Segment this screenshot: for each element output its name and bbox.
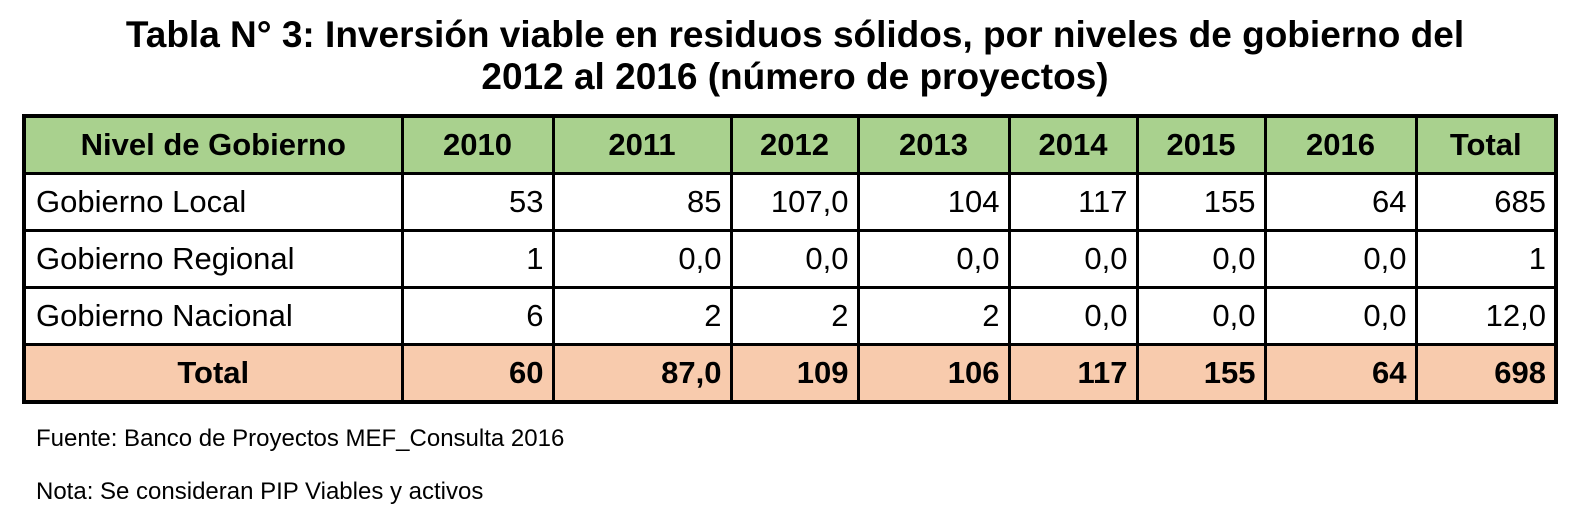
- header-2014: 2014: [1007, 114, 1139, 175]
- table-cell: 53: [400, 172, 555, 232]
- header-2015: 2015: [1135, 114, 1267, 175]
- table-cell: 117: [1007, 172, 1139, 232]
- table-cell: 2: [729, 286, 860, 346]
- header-2013: 2013: [856, 114, 1011, 175]
- header-2011: 2011: [551, 114, 733, 175]
- table-cell: 0,0: [1007, 286, 1139, 346]
- total-label: Total: [22, 343, 404, 404]
- table-cell: 6: [400, 286, 555, 346]
- table-cell: 0,0: [729, 229, 860, 289]
- total-cell: 64: [1263, 343, 1418, 404]
- table-cell: 85: [551, 172, 733, 232]
- table-cell: 12,0: [1414, 286, 1558, 346]
- table-title-line-2: 2012 al 2016 (número de proyectos): [481, 56, 1109, 97]
- row-label: Gobierno Nacional: [22, 286, 404, 346]
- header-2010: 2010: [400, 114, 555, 175]
- table-cell: 1: [400, 229, 555, 289]
- header-2012: 2012: [729, 114, 860, 175]
- table-cell: 2: [856, 286, 1011, 346]
- table-row: Gobierno Nacional 6 2 2 2 0,0 0,0 0,0 12…: [22, 286, 1558, 346]
- table-cell: 0,0: [1135, 286, 1267, 346]
- total-cell: 87,0: [551, 343, 733, 404]
- table-row: Gobierno Local 53 85 107,0 104 117 155 6…: [22, 172, 1558, 232]
- table-cell: 0,0: [1263, 229, 1418, 289]
- total-cell: 698: [1414, 343, 1558, 404]
- total-cell: 106: [856, 343, 1011, 404]
- table-row: Gobierno Regional 1 0,0 0,0 0,0 0,0 0,0 …: [22, 229, 1558, 289]
- header-nivel-de-gobierno: Nivel de Gobierno: [22, 114, 404, 175]
- row-label: Gobierno Regional: [22, 229, 404, 289]
- table-cell: 0,0: [1135, 229, 1267, 289]
- table-title: Tabla N° 3: Inversión viable en residuos…: [0, 14, 1590, 98]
- table-cell: 2: [551, 286, 733, 346]
- note-footnote: Nota: Se consideran PIP Viables y activo…: [36, 478, 484, 505]
- total-row: Total 60 87,0 109 106 117 155 64 698: [22, 343, 1558, 404]
- table-cell: 0,0: [551, 229, 733, 289]
- header-2016: 2016: [1263, 114, 1418, 175]
- header-row: Nivel de Gobierno 2010 2011 2012 2013 20…: [22, 114, 1558, 175]
- table-cell: 0,0: [1007, 229, 1139, 289]
- table-cell: 1: [1414, 229, 1558, 289]
- table-title-line-1: Tabla N° 3: Inversión viable en residuos…: [125, 14, 1465, 55]
- source-footnote: Fuente: Banco de Proyectos MEF_Consulta …: [36, 425, 565, 452]
- total-cell: 117: [1007, 343, 1139, 404]
- table-cell: 0,0: [1263, 286, 1418, 346]
- table-cell: 155: [1135, 172, 1267, 232]
- table-cell: 107,0: [729, 172, 860, 232]
- total-cell: 109: [729, 343, 860, 404]
- row-label: Gobierno Local: [22, 172, 404, 232]
- investment-table: Nivel de Gobierno 2010 2011 2012 2013 20…: [22, 114, 1558, 404]
- table-cell: 64: [1263, 172, 1418, 232]
- total-cell: 155: [1135, 343, 1267, 404]
- table-cell: 0,0: [856, 229, 1011, 289]
- table-cell: 104: [856, 172, 1011, 232]
- table-cell: 685: [1414, 172, 1558, 232]
- total-cell: 60: [400, 343, 555, 404]
- header-total: Total: [1414, 114, 1558, 175]
